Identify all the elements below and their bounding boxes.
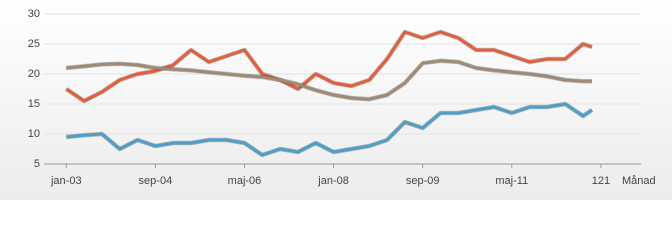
x-tick-label: jan-03 [50, 175, 82, 187]
x-tick-label: maj-11 [495, 175, 528, 187]
series-line [66, 102, 593, 157]
x-axis-label: Månad [622, 175, 656, 187]
x-tick-label: 121 [592, 175, 610, 187]
series-line [65, 30, 593, 103]
y-tick-label: 30 [28, 8, 40, 20]
background [0, 0, 672, 200]
y-tick-label: 5 [34, 158, 40, 170]
x-tick-label: sep-04 [139, 175, 173, 187]
chart: Månad 5 10 15 20 25 30 jan-03 sep-04 maj-06 jan-0… [0, 0, 672, 200]
x-tick-label: maj-06 [228, 175, 262, 187]
y-tick-label: 15 [28, 98, 40, 110]
series-line [66, 59, 592, 101]
y-tick-label: 25 [28, 38, 40, 50]
y-tick-label: 10 [28, 128, 40, 140]
x-tick-label: sep-09 [406, 175, 440, 187]
y-tick-label: 20 [28, 68, 40, 80]
x-tick-label: jan-08 [317, 175, 349, 187]
